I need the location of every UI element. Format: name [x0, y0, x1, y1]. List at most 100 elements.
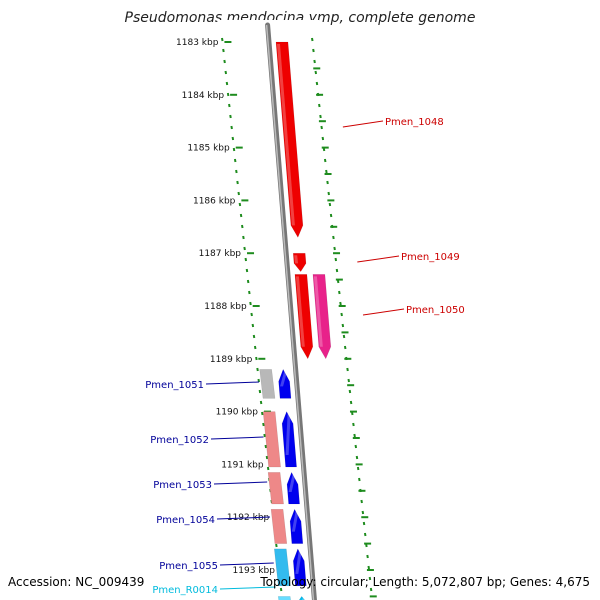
- left-guide-dot: [222, 48, 225, 53]
- right-guide-dot: [356, 466, 360, 471]
- right-guide-dot: [312, 48, 315, 53]
- gene-label-pmen-1051[interactable]: Pmen_1051: [145, 380, 204, 391]
- gene-leader: [205, 381, 260, 385]
- gene-shade: [294, 255, 299, 264]
- right-guide-dot: [313, 59, 316, 64]
- left-guide-dot: [263, 433, 266, 438]
- left-guide-dot: [226, 92, 230, 97]
- right-guide-dot: [358, 477, 361, 482]
- left-guide-dot: [265, 455, 269, 460]
- gene-arrow-pmen-1053[interactable]: [286, 471, 300, 505]
- gene-leader: [342, 120, 384, 128]
- left-guide-dot: [245, 268, 249, 273]
- right-guide-dot: [339, 301, 342, 306]
- right-guide-dot: [320, 125, 323, 130]
- gene-shade: [313, 276, 323, 347]
- left-guide-dot: [221, 37, 224, 42]
- genome-backbone: [265, 22, 317, 600]
- scale-label: 1188 kbp: [204, 302, 247, 312]
- scale-label: 1186 kbp: [193, 196, 236, 206]
- gene-label-pmen-1052[interactable]: Pmen_1052: [150, 435, 209, 446]
- left-guide-dot: [231, 136, 235, 141]
- right-guide-dot: [333, 246, 336, 251]
- gene-label-pmen-1049[interactable]: Pmen_1049: [401, 252, 460, 263]
- right-guide-dot: [341, 323, 345, 328]
- gene-leader: [357, 255, 400, 263]
- right-guide-dot: [323, 158, 327, 163]
- left-guide-dot: [251, 323, 255, 328]
- left-guide-dot: [249, 301, 252, 306]
- gene-label-pmen-1050[interactable]: Pmen_1050: [406, 305, 465, 316]
- right-guide-dot: [325, 169, 328, 174]
- gene-arrow-pmen-1050[interactable]: [294, 274, 314, 360]
- gene-arrow-gene-3[interactable]: [312, 274, 332, 360]
- gene-label-pmen-1055[interactable]: Pmen_1055: [159, 561, 218, 572]
- gene-feature-pmen-1052: [262, 411, 281, 468]
- accession-label: Accession: NC_009439: [8, 575, 145, 589]
- gene-label-pmen-1054[interactable]: Pmen_1054: [156, 515, 215, 526]
- right-guide-dot: [363, 532, 367, 537]
- gene-shade: [288, 474, 296, 492]
- scale-label: 1193 kbp: [233, 566, 276, 576]
- scale-label: 1183 kbp: [176, 38, 219, 48]
- gene-shade: [276, 44, 295, 226]
- left-guide-dot: [246, 279, 250, 284]
- left-guide-dot: [242, 235, 245, 240]
- right-guide-dot: [352, 422, 355, 427]
- gene-arrow-pmen-1048[interactable]: [275, 41, 304, 238]
- gene-arrow-pmen-1054[interactable]: [289, 508, 304, 544]
- right-guide-dot: [361, 510, 365, 515]
- gene-arrow-pmen-1051[interactable]: [278, 368, 292, 399]
- topology-label: Topology: circular; Length: 5,072,807 bp…: [260, 575, 590, 589]
- gene-arrow-pmen-1052[interactable]: [281, 410, 297, 468]
- gene-arrow-pmen-r0014[interactable]: [297, 595, 309, 600]
- right-guide-dot: [353, 433, 356, 438]
- gene-leader: [219, 586, 276, 590]
- gene-feature-pmen-1051: [259, 369, 276, 399]
- right-guide-dot: [347, 378, 350, 383]
- gene-feature-pmen-1055: [274, 548, 291, 587]
- left-guide-dot: [229, 114, 232, 119]
- gene-feature-pmen-1053: [267, 472, 284, 505]
- left-guide-dot: [230, 125, 233, 130]
- gene-feature-pmen-r0014: [277, 596, 291, 600]
- gene-label-pmen-1048[interactable]: Pmen_1048: [385, 117, 444, 128]
- scale-label: 1184 kbp: [182, 91, 225, 101]
- left-guide-dot: [262, 422, 265, 427]
- left-guide-dot: [256, 367, 259, 372]
- right-guide-dot: [360, 499, 363, 504]
- genome-title: Pseudomonas mendocina ymp, complete geno…: [124, 10, 476, 26]
- gene-shade: [295, 276, 305, 347]
- scale-label: 1189 kbp: [210, 355, 253, 365]
- left-guide-dot: [264, 444, 268, 449]
- left-guide-dot: [224, 70, 228, 75]
- gene-shade: [280, 371, 288, 387]
- genome-backbone-highlight: [265, 24, 315, 600]
- gene-arrow-pmen-1049[interactable]: [292, 252, 307, 273]
- gene-label-pmen-r0014[interactable]: Pmen_R0014: [152, 585, 218, 596]
- right-guide-dot: [311, 37, 314, 42]
- left-guide-dot: [236, 180, 239, 185]
- left-guide-dot: [255, 356, 258, 361]
- gene-shade: [285, 413, 291, 456]
- left-guide-dot: [241, 224, 244, 229]
- left-guide-dot: [235, 169, 238, 174]
- right-guide-dot: [319, 114, 322, 119]
- left-guide-dot: [239, 213, 243, 218]
- scale-label: 1191 kbp: [221, 460, 264, 470]
- right-guide-dot: [366, 554, 369, 559]
- left-guide-dot: [223, 59, 226, 64]
- left-guide-dot: [237, 191, 240, 196]
- left-guide-dot: [252, 334, 256, 339]
- left-guide-dot: [244, 257, 248, 262]
- left-guide-dot: [258, 389, 262, 394]
- gene-arrow-pmen-1055[interactable]: [293, 548, 307, 587]
- right-guide-dot: [348, 389, 352, 394]
- right-guide-dot: [327, 191, 330, 196]
- gene-label-pmen-1053[interactable]: Pmen_1053: [153, 480, 212, 491]
- left-guide-dot: [261, 411, 264, 416]
- right-guide-dot: [326, 180, 329, 185]
- right-guide-dot: [346, 367, 349, 372]
